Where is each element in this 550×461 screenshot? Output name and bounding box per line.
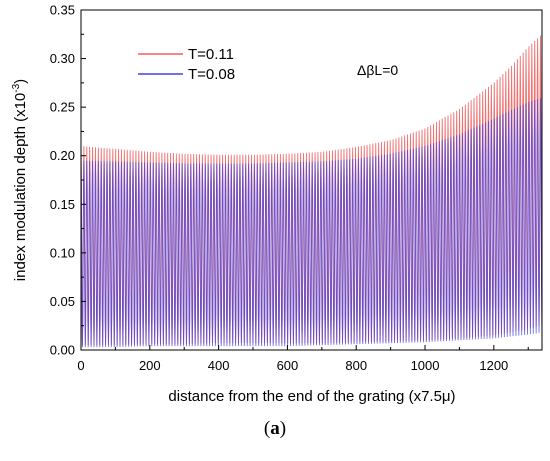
series-layer [81, 35, 542, 348]
series-line-t008 [81, 97, 542, 348]
x-tick-label: 1200 [479, 358, 508, 373]
x-axis: 0 200 400 600 800 1000 1200 [77, 345, 529, 373]
y-tick-label: 0.15 [50, 197, 75, 212]
y-axis-label-close: ) [12, 79, 29, 84]
annotation-delta-beta-l: ΔβL=0 [357, 62, 398, 78]
y-tick-label: 0.00 [50, 343, 75, 358]
y-tick-label: 0.30 [50, 51, 75, 66]
y-tick-label: 0.20 [50, 148, 75, 163]
legend-label-t008: T=0.08 [188, 66, 235, 83]
y-axis-label-main: index modulation depth (x10 [12, 93, 29, 281]
y-axis-label-exponent: -3 [11, 83, 22, 92]
caption-close: ) [279, 418, 287, 439]
legend-label-t011: T=0.11 [188, 46, 234, 63]
legend: T=0.11 T=0.08 [138, 46, 235, 83]
x-axis-label: distance from the end of the grating (x7… [168, 388, 455, 405]
y-axis-label: index modulation depth (x10-3) [11, 79, 29, 281]
x-tick-label: 0 [77, 358, 84, 373]
x-tick-label: 200 [139, 358, 161, 373]
x-tick-label: 600 [277, 358, 299, 373]
x-tick-label: 400 [208, 358, 230, 373]
y-tick-label: 0.10 [50, 245, 75, 260]
y-tick-label: 0.05 [50, 294, 75, 309]
x-tick-label: 1000 [411, 358, 440, 373]
y-tick-label: 0.35 [50, 3, 75, 18]
chart: 0 200 400 600 800 1000 1200 0.000.050.100.150.… [11, 3, 543, 405]
caption-letter: a [270, 418, 280, 439]
x-tick-label: 800 [345, 358, 367, 373]
y-axis: 0.00 0.05 0.10 0.15 0.20 0.25 0.30 0.35 [50, 3, 86, 358]
figure-caption: (a) [0, 418, 550, 440]
y-tick-label: 0.25 [50, 100, 75, 115]
caption-open: ( [263, 418, 271, 439]
